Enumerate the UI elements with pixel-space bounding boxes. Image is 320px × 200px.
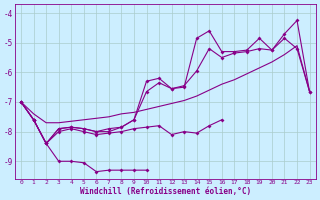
X-axis label: Windchill (Refroidissement éolien,°C): Windchill (Refroidissement éolien,°C) (80, 187, 251, 196)
